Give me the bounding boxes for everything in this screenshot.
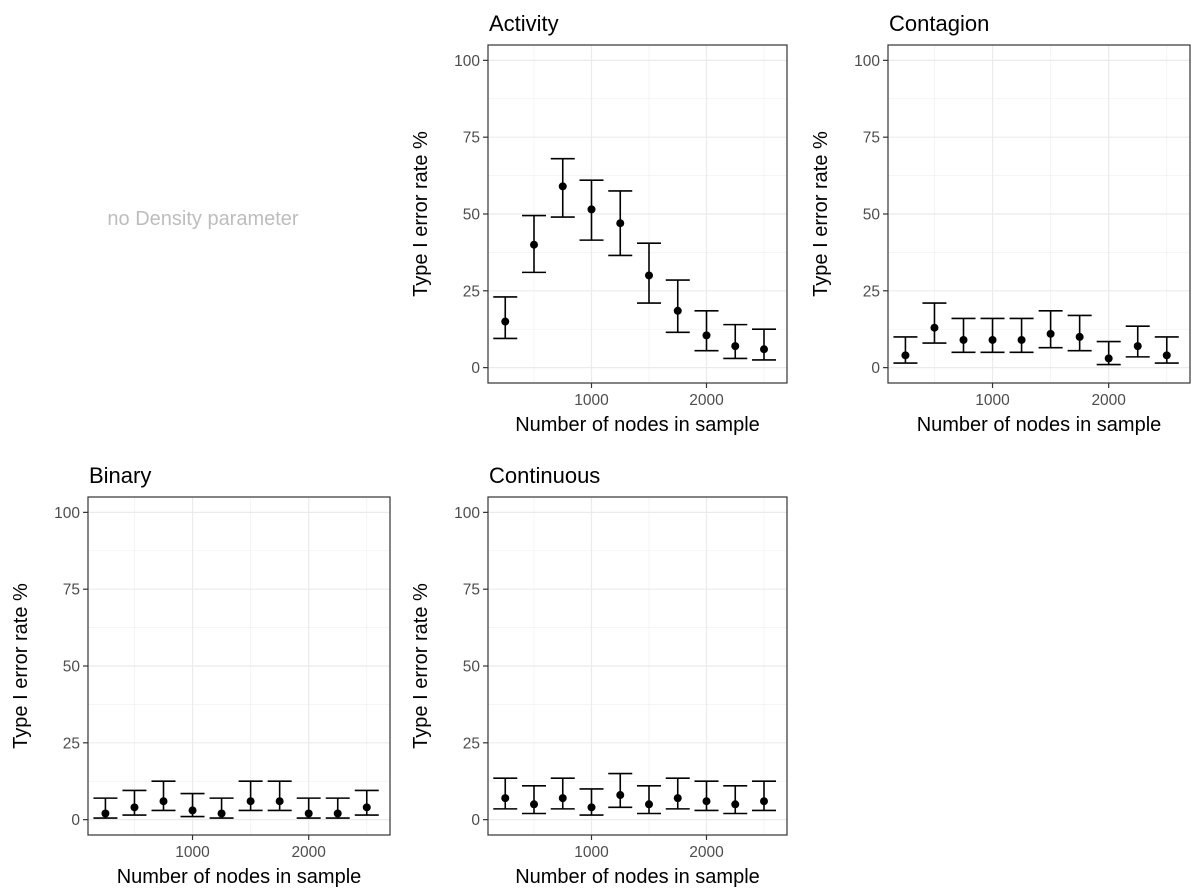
y-tick-label: 25 <box>63 735 80 752</box>
data-point <box>558 182 567 191</box>
data-point <box>587 803 596 812</box>
data-point <box>760 345 768 354</box>
y-tick-label: 50 <box>63 659 81 676</box>
y-tick-label: 25 <box>463 735 480 752</box>
data-point <box>530 240 538 249</box>
data-point <box>673 794 682 803</box>
y-tick-label: 25 <box>863 283 880 300</box>
data-point <box>1133 342 1142 351</box>
data-point <box>101 809 110 818</box>
data-point <box>304 809 313 818</box>
x-tick-label: 1000 <box>574 844 609 861</box>
data-point <box>1104 354 1113 363</box>
panel-contagion: 0 25 50 75 100 1000 2000 Number of nodes in sam… <box>810 11 1191 436</box>
data-point <box>530 800 538 809</box>
panel-title: Continuous <box>489 463 600 488</box>
data-point <box>645 271 653 280</box>
data-point <box>959 335 968 344</box>
data-point <box>362 803 371 812</box>
panel-title: Binary <box>89 463 151 488</box>
y-tick-label: 50 <box>463 207 481 224</box>
panel-activity: 0 25 50 75 100 1000 2000 Number of nodes in sam… <box>410 11 788 436</box>
y-tick-label: 50 <box>863 207 881 224</box>
data-point <box>731 800 740 809</box>
data-point <box>501 317 510 326</box>
panel-title: Activity <box>489 11 559 36</box>
data-point <box>1162 351 1171 360</box>
panel-continuous: 0 25 50 75 100 1000 2000 Number of nodes in sam… <box>410 463 788 888</box>
data-point <box>130 803 139 812</box>
x-tick-label: 1000 <box>975 392 1010 409</box>
no-density-note: no Density parameter <box>107 208 299 230</box>
x-tick-label: 2000 <box>291 844 326 861</box>
x-tick-label: 2000 <box>1091 392 1126 409</box>
data-point <box>702 331 711 340</box>
data-point <box>558 794 567 803</box>
data-point <box>1046 329 1055 338</box>
x-axis-label: Number of nodes in sample <box>917 414 1162 436</box>
x-tick-label: 1000 <box>175 844 210 861</box>
x-axis-label: Number of nodes in sample <box>515 414 760 436</box>
y-axis-label: Type I error rate % <box>10 583 32 749</box>
data-point <box>760 797 768 806</box>
data-point <box>645 800 653 809</box>
y-tick-label: 0 <box>471 812 480 829</box>
y-tick-label: 75 <box>463 582 480 599</box>
y-tick-label: 50 <box>463 659 481 676</box>
x-tick-label: 2000 <box>689 392 724 409</box>
y-tick-label: 100 <box>454 505 480 522</box>
data-point <box>501 794 510 803</box>
data-point <box>901 351 910 360</box>
y-tick-label: 75 <box>463 130 480 147</box>
y-tick-label: 100 <box>454 53 480 70</box>
y-tick-label: 75 <box>863 130 880 147</box>
y-tick-label: 25 <box>463 283 480 300</box>
data-point <box>188 806 197 815</box>
y-axis-label: Type I error rate % <box>810 131 832 297</box>
y-tick-label: 100 <box>54 505 80 522</box>
x-tick-label: 1000 <box>574 392 609 409</box>
data-point <box>930 323 939 332</box>
data-point <box>587 205 596 214</box>
data-point <box>988 335 997 344</box>
y-tick-label: 0 <box>871 360 880 377</box>
data-point <box>159 797 168 806</box>
x-axis-label: Number of nodes in sample <box>117 866 362 888</box>
data-point <box>731 342 740 351</box>
x-tick-label: 2000 <box>689 844 724 861</box>
data-point <box>1017 335 1026 344</box>
x-axis-label: Number of nodes in sample <box>515 866 760 888</box>
data-point <box>246 797 255 806</box>
data-point <box>702 797 711 806</box>
data-point <box>673 306 682 315</box>
y-axis-label: Type I error rate % <box>410 131 432 297</box>
data-point <box>1075 332 1084 341</box>
data-point <box>217 809 226 818</box>
y-tick-label: 75 <box>63 582 80 599</box>
y-tick-label: 0 <box>71 812 80 829</box>
panel-title: Contagion <box>889 11 989 36</box>
y-tick-label: 100 <box>854 53 880 70</box>
panel-binary: 0 25 50 75 100 1000 2000 Number of nodes in sam… <box>10 463 391 888</box>
y-tick-label: 0 <box>471 360 480 377</box>
data-point <box>275 797 284 806</box>
data-point <box>616 791 625 800</box>
y-axis-label: Type I error rate % <box>410 583 432 749</box>
data-point <box>616 219 625 228</box>
data-point <box>333 809 342 818</box>
